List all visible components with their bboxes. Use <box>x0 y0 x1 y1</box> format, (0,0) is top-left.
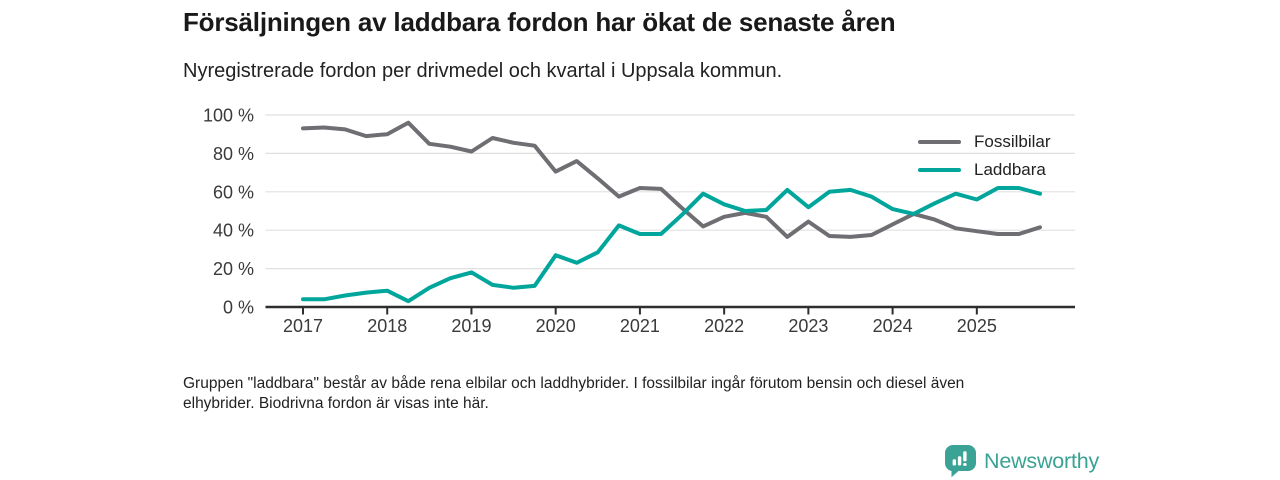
newsworthy-wordmark: Newsworthy <box>984 448 1100 473</box>
legend-label-laddbara: Laddbara <box>974 160 1046 179</box>
chart-title: Försäljningen av laddbara fordon har öka… <box>183 7 896 37</box>
y-axis-tick-label: 0 % <box>223 298 254 318</box>
y-axis-tick-label: 100 % <box>203 106 254 126</box>
legend-label-fossilbilar: Fossilbilar <box>974 132 1051 151</box>
y-axis-tick-label: 40 % <box>213 221 254 241</box>
y-axis-tick-label: 80 % <box>213 144 254 164</box>
x-axis-tick-label: 2018 <box>367 316 407 336</box>
x-axis-tick-label: 2025 <box>957 316 997 336</box>
x-axis-tick-label: 2020 <box>536 316 576 336</box>
fossilbilar-line <box>301 120 1042 239</box>
y-axis-tick-label: 60 % <box>213 182 254 202</box>
bar-chart-speech-bubble-icon <box>944 445 976 478</box>
x-axis-tick-label: 2021 <box>620 316 660 336</box>
chart-legend: Fossilbilar Laddbara <box>918 132 1051 188</box>
legend-item-laddbara: Laddbara <box>918 160 1051 180</box>
legend-item-fossilbilar: Fossilbilar <box>918 132 1051 152</box>
footnote-line-1: Gruppen "laddbara" består av både rena e… <box>183 375 965 392</box>
x-axis-tick-label: 2023 <box>788 316 828 336</box>
laddbara-line-swatch <box>918 167 961 173</box>
newsworthy-logo: Newsworthy <box>944 444 1099 478</box>
x-axis-tick-label: 2017 <box>283 316 323 336</box>
x-axis-tick-label: 2024 <box>873 316 913 336</box>
laddbara-line <box>301 186 1042 304</box>
x-axis-tick-label: 2022 <box>704 316 744 336</box>
x-axis-tick-label: 2019 <box>451 316 491 336</box>
y-axis-tick-label: 20 % <box>213 259 254 279</box>
footnote-line-2: elhybrider. Biodrivna fordon är visas in… <box>183 394 489 412</box>
line-chart-plot: 100 % 80 % 60 % 40 % 20 % 0 % 2017 2018 2019 2020… <box>203 106 1075 336</box>
fossilbilar-line-swatch <box>918 139 961 145</box>
chart-subtitle: Nyregistrerade fordon per drivmedel och … <box>183 60 783 82</box>
chart-footnote: Gruppen "laddbara" består av både rena e… <box>183 374 964 413</box>
